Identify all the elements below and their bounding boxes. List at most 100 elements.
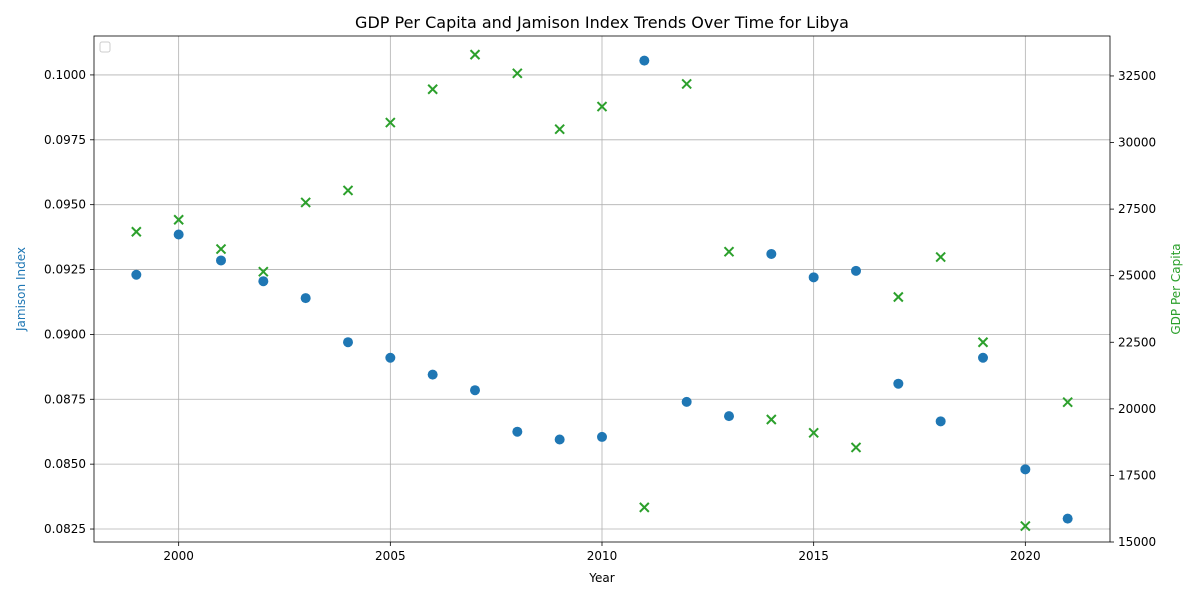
gdp-point-stroke [681,78,692,90]
gdp-point-stroke [258,266,269,277]
jamison-point [808,272,819,283]
gdp-point [723,246,735,257]
gdp-point [427,84,438,95]
jamison-point [258,276,269,287]
gdp-point [554,124,565,135]
jamison-point [512,426,523,437]
y-right-tick-label: 30000 [1118,136,1156,150]
chart-title: GDP Per Capita and Jamison Index Trends … [355,13,849,32]
gdp-point [1062,396,1073,408]
gdp-point [342,185,354,196]
gdp-point-stroke [131,226,142,237]
gdp-point [300,197,311,208]
y-left-tick-label: 0.0875 [44,392,86,406]
gdp-point [808,427,819,439]
gdp-point [977,337,989,348]
y-right-tick-label: 17500 [1118,468,1156,482]
y-left-tick-label: 0.0975 [44,133,86,147]
gdp-point [935,251,946,263]
gdp-point [258,266,269,277]
gdp-point-stroke [893,291,904,303]
gdp-point [469,49,481,60]
y-left-tick-label: 0.0850 [44,457,86,471]
gdp-point-stroke [639,502,650,513]
gdp-point-stroke [808,427,819,439]
jamison-point [1020,464,1031,475]
x-tick-label: 2015 [798,549,829,563]
jamison-point [724,411,734,422]
gdp-point-stroke [1020,520,1031,532]
gdp-point [850,442,862,453]
gdp-point [385,117,396,128]
y-left-tick-label: 0.0900 [44,327,86,341]
gdp-point-stroke [935,251,946,263]
y-left-tick-label: 0.0925 [44,263,86,277]
jamison-point [851,265,861,276]
gdp-point-stroke [215,243,227,255]
jamison-point [173,229,184,240]
jamison-point [597,431,607,442]
jamison-point [681,396,692,407]
grid-layer [94,36,1110,542]
gdp-point [766,414,777,425]
jamison-point [766,248,777,259]
jamison-point [639,55,650,66]
gdp-point-stroke [173,214,184,225]
y-right-tick-label: 25000 [1118,269,1156,283]
gdp-point [639,502,650,513]
gdp-point-stroke [469,49,481,60]
ticks-layer: 2000 2005 2010 2015 2020 0.0825 0.0850 0.0875 0.… [44,68,1156,563]
gdp-point [1020,520,1031,532]
legend [99,41,111,53]
jamison-point [385,352,396,363]
y-right-tick-label: 15000 [1118,535,1156,549]
gdp-point-stroke [850,442,862,453]
jamison-point [554,434,565,445]
y-left-axis-title: Jamison Index [14,247,28,332]
gdp-point-stroke [723,246,735,257]
y-left-tick-label: 0.0825 [44,522,86,536]
gdp-point [596,101,608,112]
gdp-point-stroke [342,185,354,196]
gdp-point [215,243,227,255]
gdp-point [512,68,523,79]
gdp-point-stroke [1062,396,1073,408]
jamison-point [427,369,438,380]
jamison-point [343,337,353,348]
legend-box [99,41,111,53]
y-left-tick-label: 0.0950 [44,198,86,212]
jamison-point [1062,513,1073,524]
y-right-tick-label: 20000 [1118,402,1156,416]
gdp-point-stroke [512,68,523,79]
jamison-point [216,255,226,266]
gdp-point-stroke [300,197,311,208]
gdp-point-stroke [596,101,608,112]
y-right-tick-label: 22500 [1118,335,1156,349]
gdp-point-stroke [385,117,396,128]
gdp-point-stroke [554,124,565,135]
y-right-axis-title: GDP Per Capita [1169,243,1183,334]
y-right-tick-label: 32500 [1118,69,1156,83]
data-points-layer [131,49,1073,532]
gdp-point-stroke [427,84,438,95]
x-tick-label: 2010 [587,549,618,563]
gdp-point [173,214,184,225]
x-tick-label: 2005 [375,549,406,563]
jamison-point [893,378,904,389]
jamison-point [300,293,311,304]
x-axis-title: Year [588,571,614,585]
gdp-point [131,226,142,237]
y-right-tick-label: 27500 [1118,202,1156,216]
gdp-point-stroke [977,337,989,348]
y-left-tick-label: 0.1000 [44,68,86,82]
x-tick-label: 2020 [1010,549,1041,563]
jamison-point [935,416,946,427]
gdp-point [893,291,904,303]
jamison-point [131,269,142,280]
gdp-point-stroke [766,414,777,425]
jamison-point [470,385,480,396]
jamison-point [978,352,988,363]
x-tick-label: 2000 [163,549,194,563]
